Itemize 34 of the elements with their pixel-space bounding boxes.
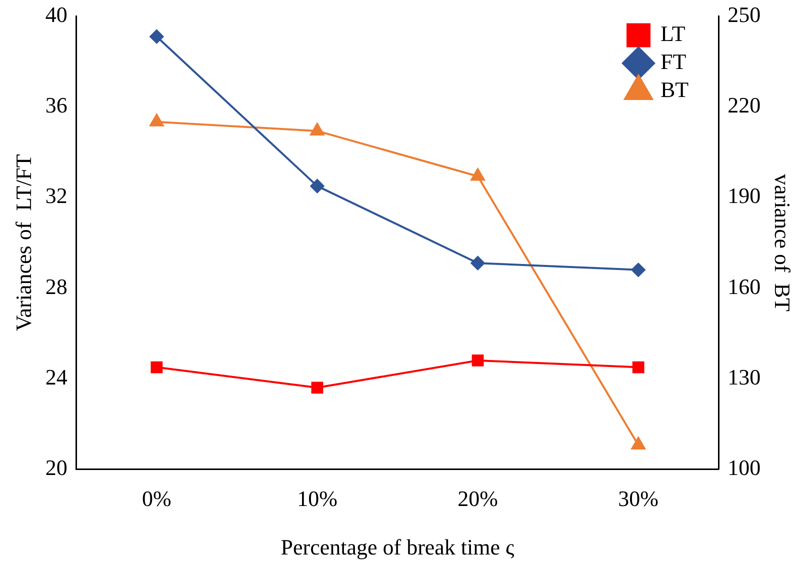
y-tick-label: 28	[45, 274, 68, 299]
y-tick-label: 24	[45, 364, 68, 390]
y2-axis-title: variance of BT	[770, 174, 796, 312]
point	[310, 122, 324, 136]
y2-tick-label: 250	[728, 2, 761, 27]
x-tick-label: 0%	[142, 486, 172, 512]
point	[150, 30, 164, 44]
x-tick-label: 30%	[618, 486, 658, 512]
y2-tick-label: 130	[728, 364, 761, 390]
point	[150, 114, 164, 126]
x-tick-label: 10%	[297, 486, 338, 512]
y2-tick-label: 220	[728, 92, 761, 118]
x-axis-title: Percentage of break time ς	[280, 534, 515, 560]
x-tick-label: 20%	[458, 486, 498, 512]
y-tick-label: 36	[45, 92, 68, 118]
y-tick-label: 20	[45, 454, 68, 480]
y-tick-label: 32	[45, 183, 68, 208]
y2-tick-label: 190	[728, 183, 761, 208]
legend-label: LT	[660, 20, 686, 46]
point	[632, 361, 644, 374]
legend-label: BT	[660, 76, 690, 102]
y-axis-title: Variances of LT/FT	[10, 154, 36, 332]
point	[470, 168, 485, 181]
point	[472, 354, 484, 366]
y2-tick-label: 100	[728, 454, 761, 480]
point	[310, 179, 324, 194]
point	[311, 382, 324, 394]
point	[631, 262, 646, 277]
legend-label: FT	[660, 48, 687, 74]
y2-tick-label: 160	[728, 274, 761, 299]
point	[631, 437, 646, 450]
y-tick-label: 40	[45, 2, 68, 27]
point	[470, 256, 485, 270]
point	[150, 361, 163, 374]
